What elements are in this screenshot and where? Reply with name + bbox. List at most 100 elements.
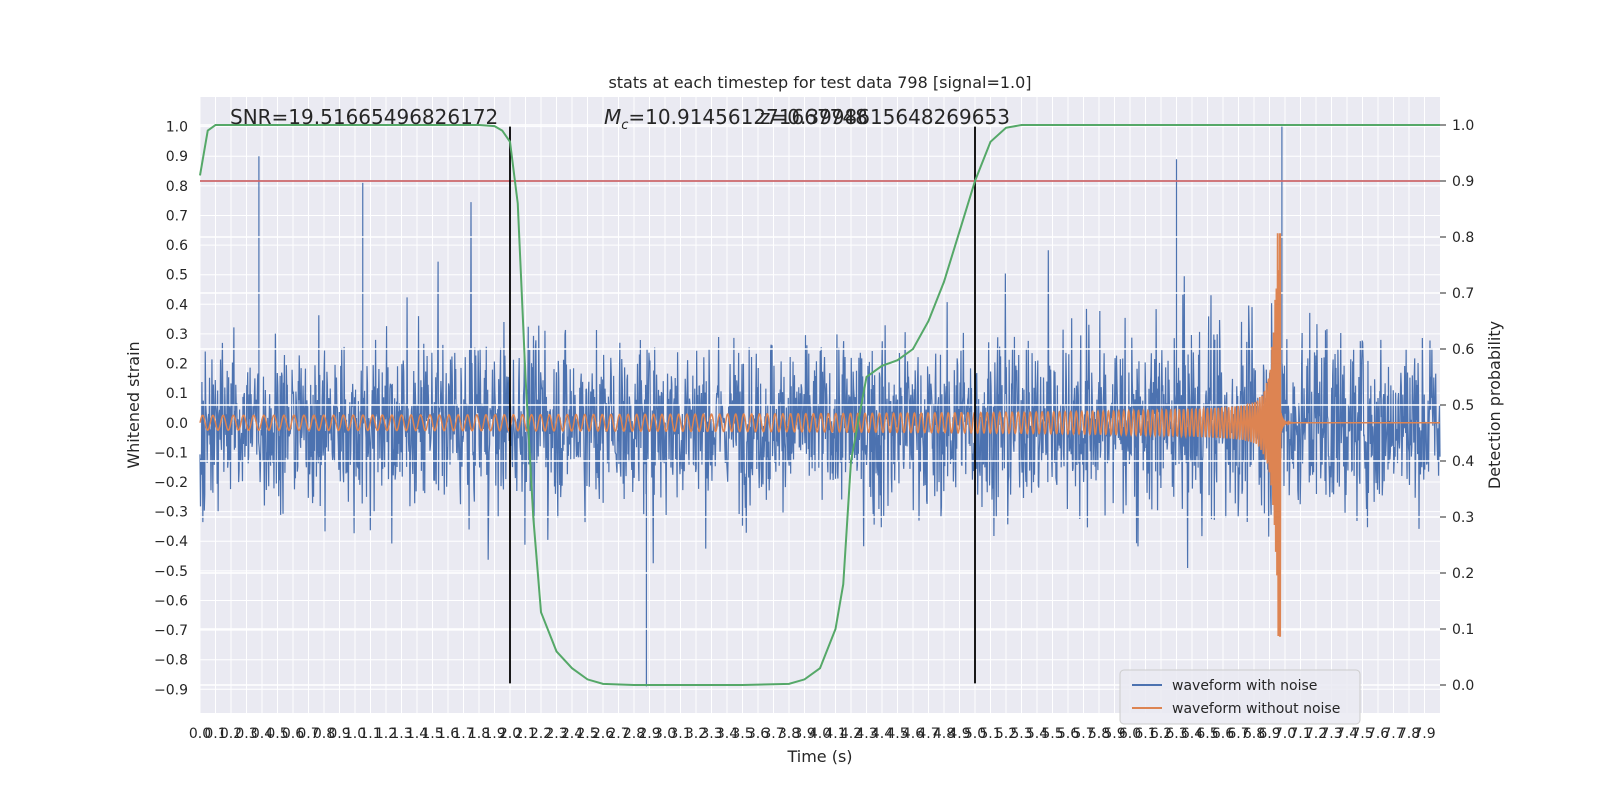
- chart-title: stats at each timestep for test data 798…: [608, 73, 1031, 92]
- legend-label-noise: waveform with noise: [1172, 678, 1317, 694]
- x-tick-label: 3.3: [700, 726, 722, 742]
- x-tick-label: 1.9: [483, 726, 505, 742]
- x-tick-label: 4.5: [886, 726, 908, 742]
- x-tick-label: 6.3: [1165, 726, 1187, 742]
- x-tick-label: 3.5: [731, 726, 753, 742]
- x-tick-label: 1.2: [375, 726, 397, 742]
- x-tick-label: 0.9: [328, 726, 350, 742]
- y2-tick-label: 0.7: [1452, 286, 1474, 302]
- x-tick-label: 2.2: [530, 726, 552, 742]
- y2-ticks: 0.0 0.1 0.2 0.3 0.4 0.5 0.6 0.7 0.8 0.9 1.0: [1440, 118, 1474, 694]
- legend: waveform with noise waveform without noi…: [1119, 669, 1361, 725]
- x-tick-label: 0.0: [189, 726, 211, 742]
- mc-subscript: c: [621, 118, 628, 133]
- x-tick-label: 3.1: [669, 726, 691, 742]
- x-tick-label: 4.3: [855, 726, 877, 742]
- x-tick-label: 5.5: [1041, 726, 1063, 742]
- y-tick-label: −0.4: [154, 534, 188, 550]
- y-tick-label: −0.3: [154, 505, 188, 521]
- legend-box: [1119, 669, 1361, 725]
- x-tick-label: 4.1: [824, 726, 846, 742]
- x-tick-label: 5.8: [1088, 726, 1110, 742]
- y-tick-label: −0.9: [154, 682, 188, 698]
- x-tick-label: 0.3: [235, 726, 257, 742]
- x-tick-label: 3.4: [716, 726, 738, 742]
- x-tick-label: 0.6: [282, 726, 304, 742]
- x-tick-label: 5.3: [1010, 726, 1032, 742]
- overlays: [200, 126, 1440, 684]
- z-annotation: z=0.3998615648269653: [760, 105, 1010, 129]
- x-tick-label: 5.0: [964, 726, 986, 742]
- x-ticks: 0.00.10.20.30.40.50.60.70.80.91.01.11.21…: [189, 726, 1436, 742]
- y-axis-label: Whitened strain: [124, 341, 143, 468]
- x-tick-label: 7.6: [1367, 726, 1389, 742]
- y-tick-label: 0.7: [166, 208, 188, 224]
- x-tick-label: 7.9: [1413, 726, 1435, 742]
- x-tick-label: 2.5: [576, 726, 598, 742]
- y-tick-label: −0.7: [154, 623, 188, 639]
- mc-annotation: Mc=10.914561271667748: [604, 105, 868, 133]
- x-tick-label: 4.6: [902, 726, 924, 742]
- x-tick-label: 2.0: [499, 726, 521, 742]
- x-tick-label: 1.0: [344, 726, 366, 742]
- x-tick-label: 0.2: [220, 726, 242, 742]
- y-tick-label: −0.8: [154, 653, 188, 669]
- y-tick-label: 0.4: [166, 297, 188, 313]
- x-tick-label: 1.7: [452, 726, 474, 742]
- x-tick-label: 2.1: [514, 726, 536, 742]
- x-tick-label: 5.1: [979, 726, 1001, 742]
- x-tick-label: 0.8: [313, 726, 335, 742]
- series-detection-probability: [199, 124, 1440, 686]
- x-tick-label: 6.7: [1227, 726, 1249, 742]
- x-tick-label: 5.4: [1026, 726, 1048, 742]
- y2-tick-label: 0.8: [1452, 230, 1474, 246]
- x-tick-label: 7.5: [1351, 726, 1373, 742]
- x-tick-label: 7.4: [1336, 726, 1358, 742]
- y2-tick-label: 0.5: [1452, 398, 1474, 414]
- x-tick-label: 6.0: [1119, 726, 1141, 742]
- y-tick-label: 0.9: [166, 149, 188, 165]
- y-tick-label: 0.3: [166, 327, 188, 343]
- y2-tick-label: 0.4: [1452, 454, 1474, 470]
- x-tick-label: 5.6: [1057, 726, 1079, 742]
- y-ticks: −0.9 −0.8 −0.7 −0.6 −0.5 −0.4 −0.3 −0.2 −0.1 0.0 0…: [154, 120, 188, 699]
- snr-annotation: SNR=19.51665496826172: [230, 105, 498, 129]
- x-tick-label: 7.3: [1320, 726, 1342, 742]
- x-tick-label: 2.8: [623, 726, 645, 742]
- x-tick-label: 3.9: [793, 726, 815, 742]
- x-tick-label: 2.7: [607, 726, 629, 742]
- x-tick-label: 2.3: [545, 726, 567, 742]
- x-tick-label: 3.8: [778, 726, 800, 742]
- y2-tick-label: 0.1: [1452, 622, 1474, 638]
- x-tick-label: 7.2: [1305, 726, 1327, 742]
- y-tick-label: 0.1: [166, 386, 188, 402]
- y2-axis-label: Detection probability: [1485, 321, 1504, 489]
- x-axis-label: Time (s): [786, 747, 852, 766]
- x-tick-label: 6.5: [1196, 726, 1218, 742]
- x-tick-label: 2.4: [561, 726, 583, 742]
- y-tick-label: 0.8: [166, 179, 188, 195]
- y-tick-label: −0.2: [154, 475, 188, 491]
- x-tick-label: 3.6: [747, 726, 769, 742]
- x-tick-label: 5.2: [995, 726, 1017, 742]
- x-tick-label: 4.0: [809, 726, 831, 742]
- x-tick-label: 6.1: [1134, 726, 1156, 742]
- x-tick-label: 1.8: [468, 726, 490, 742]
- x-tick-label: 0.1: [204, 726, 226, 742]
- y-tick-label: 0.0: [166, 416, 188, 432]
- y2-tick-label: 1.0: [1452, 118, 1474, 134]
- x-tick-label: 6.8: [1243, 726, 1265, 742]
- x-tick-label: 5.7: [1072, 726, 1094, 742]
- x-tick-label: 7.7: [1382, 726, 1404, 742]
- mc-symbol: M: [604, 105, 621, 129]
- x-tick-label: 6.4: [1181, 726, 1203, 742]
- x-tick-label: 3.0: [654, 726, 676, 742]
- series-waveform-with-noise: [199, 126, 1441, 687]
- x-tick-label: 4.2: [840, 726, 862, 742]
- y-tick-label: 0.5: [166, 268, 188, 284]
- x-tick-label: 0.4: [251, 726, 273, 742]
- x-tick-label: 1.5: [421, 726, 443, 742]
- x-tick-label: 5.9: [1103, 726, 1125, 742]
- x-tick-label: 6.9: [1258, 726, 1280, 742]
